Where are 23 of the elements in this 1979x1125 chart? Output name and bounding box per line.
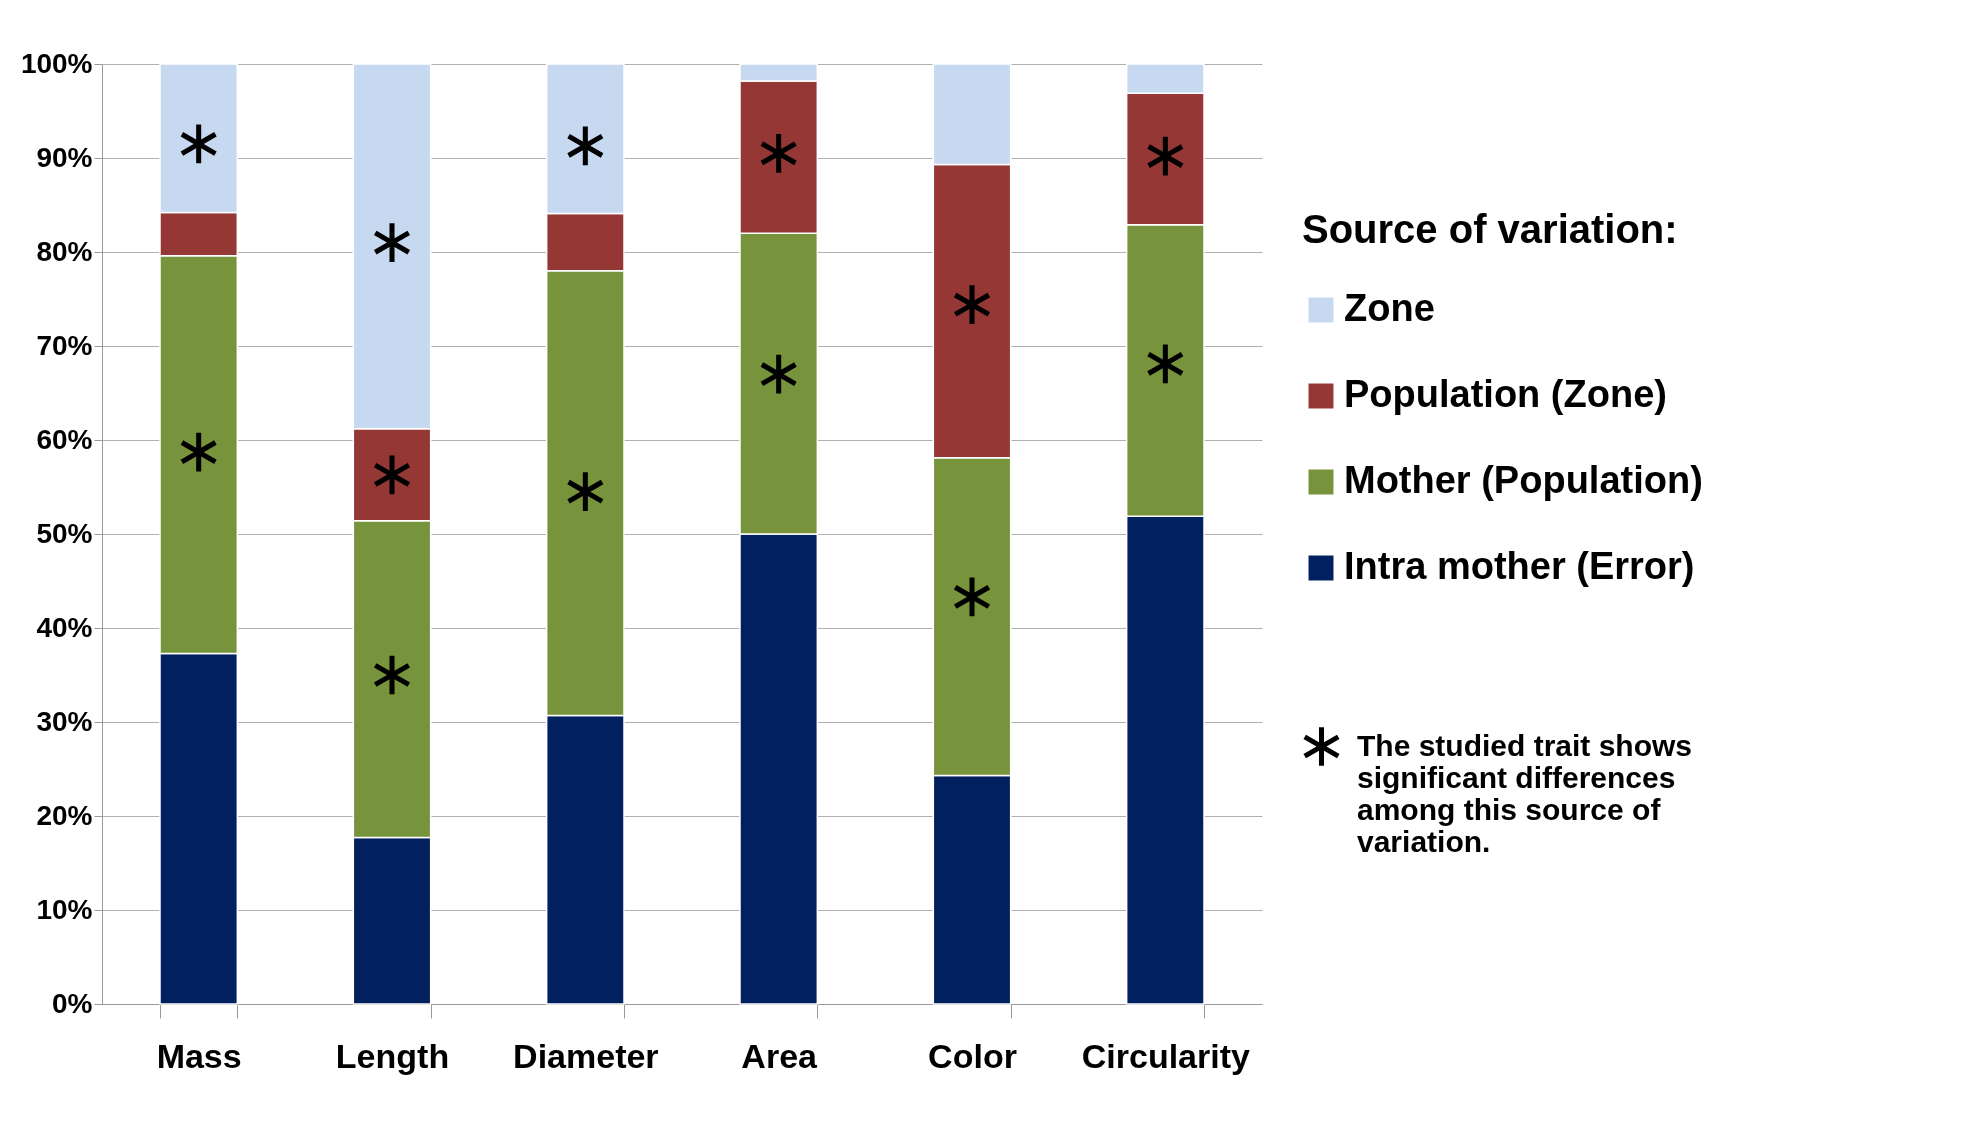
x-tick-label: Diameter — [513, 1036, 659, 1075]
y-tick-label: 20% — [36, 799, 93, 831]
y-tick-label: 60% — [36, 423, 93, 455]
y-tick-label: 40% — [36, 611, 93, 643]
x-tick-label: Mass — [156, 1036, 242, 1075]
y-tick-label: 100% — [20, 47, 93, 79]
y-tick-label: 50% — [36, 517, 93, 549]
x-tick-label: Area — [741, 1036, 819, 1075]
y-tick-label: 30% — [36, 705, 93, 737]
y-tick-label: 90% — [36, 141, 93, 173]
y-tick-label: 0% — [52, 987, 93, 1019]
x-tick-label: Circularity — [1081, 1036, 1250, 1075]
legend-label: Population (Zone) — [1344, 373, 1667, 415]
legend-label: Zone — [1344, 287, 1435, 329]
x-tick-label: Length — [335, 1036, 450, 1075]
y-tick-label: 70% — [36, 329, 93, 361]
y-tick-label: 80% — [36, 235, 93, 267]
legend-title: Source of variation: — [1302, 207, 1678, 251]
legend-label: Mother (Population) — [1344, 459, 1703, 501]
legend-label: Intra mother (Error) — [1344, 545, 1695, 587]
legend-label: The studied trait shows significant differences among this source of variation. — [1357, 728, 1693, 858]
x-tick-label: Color — [928, 1036, 1017, 1075]
y-tick-label: 10% — [36, 893, 93, 925]
